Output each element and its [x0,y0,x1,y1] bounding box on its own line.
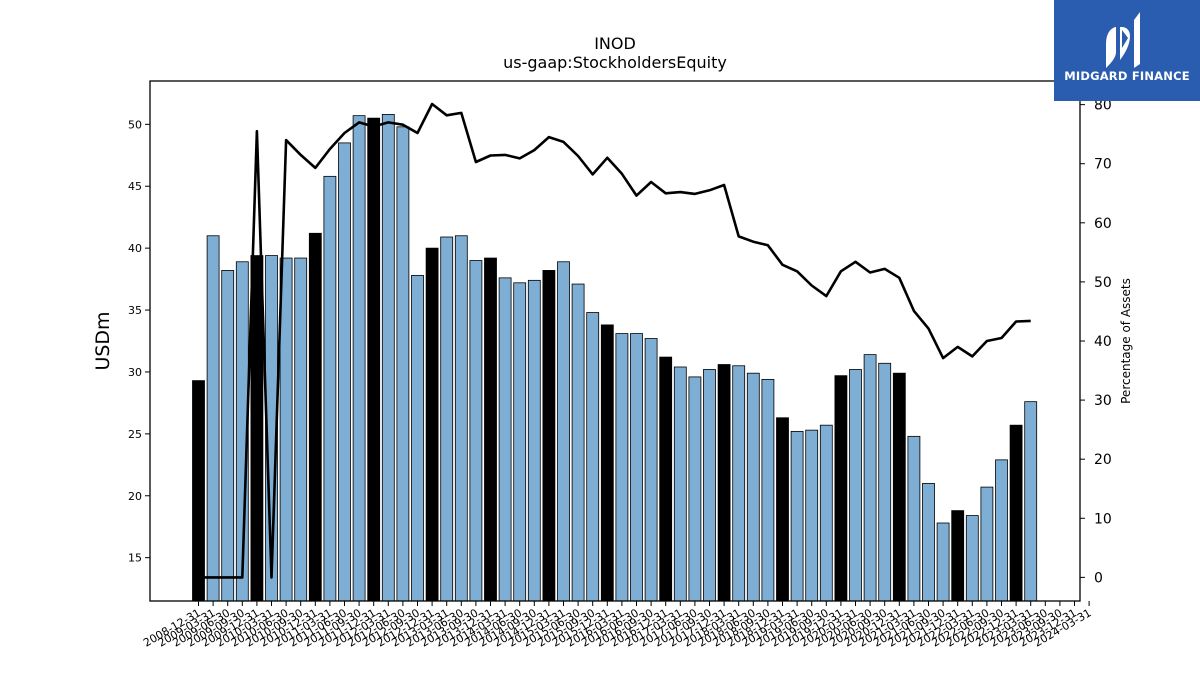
bar [352,115,366,602]
bar [995,459,1008,602]
bar [732,365,746,602]
bar [294,257,308,602]
y-tick-label: 50 [128,118,142,131]
y-tick-label: 30 [128,366,142,379]
bar [878,362,892,602]
y2-tick-label: 30 [1094,393,1112,409]
y-axis-label: USDm [92,311,114,370]
bar [644,338,658,602]
bar [600,324,614,602]
y-tick-label: 35 [128,304,142,317]
y2-tick-label: 60 [1094,216,1112,232]
bar [367,117,381,602]
bar [907,435,921,602]
y2-tick-label: 70 [1094,157,1112,173]
bar [206,235,220,602]
bar [192,380,205,602]
bar [936,522,950,602]
brand-logo: MIDGARD FINANCE [1054,0,1200,101]
brand-name: MIDGARD FINANCE [1064,69,1190,83]
chart-title: INOD [594,34,636,53]
bar [279,257,293,602]
bar [805,429,819,602]
axes-group: 1520253035404550010203040506070802008-12… [128,80,1112,650]
bar [381,114,395,602]
bar [951,510,965,602]
bar [980,486,994,602]
y2-tick-label: 80 [1094,98,1112,114]
bar [673,366,687,602]
bar [717,364,731,602]
bar [469,260,483,602]
bar [630,333,643,602]
midgard-logo-icon [1106,12,1140,68]
bar [484,257,497,602]
bar [454,235,468,602]
bar [411,274,424,602]
y2-tick-label: 40 [1094,334,1112,350]
bar [834,375,848,602]
bar [922,482,935,602]
bar [776,417,789,602]
bar [440,236,454,602]
y2-tick-label: 0 [1094,570,1103,586]
bar [965,515,979,602]
bar [498,277,512,602]
bar [790,430,804,602]
bar [1009,424,1023,602]
bar [221,270,235,602]
bar [761,378,775,602]
bar [513,282,527,602]
bar [323,175,337,602]
bar [396,126,410,602]
bar [892,372,906,602]
y2-tick-label: 50 [1094,275,1112,291]
bar [849,369,862,602]
bar [746,372,760,602]
y-tick-label: 25 [128,428,142,441]
y2-axis-label: Percentage of Assets [1119,278,1133,404]
bars-group [192,114,1038,602]
bar [250,255,264,602]
y-tick-label: 40 [128,242,142,255]
bar [338,142,351,602]
bar [586,312,600,602]
bar [703,369,716,602]
y-tick-label: 20 [128,490,142,503]
chart-subtitle: us-gaap:StockholdersEquity [503,53,727,72]
bar [542,270,556,602]
bar [863,354,877,602]
bar [425,247,439,602]
y2-tick-label: 20 [1094,452,1112,468]
bar [527,279,541,602]
percentage-line [198,102,1031,579]
line-group [198,102,1031,579]
bar [571,283,585,602]
bar [615,333,629,602]
bar [688,376,702,602]
bar [659,356,673,602]
y-tick-label: 45 [128,180,142,193]
y-tick-label: 15 [128,552,142,565]
bar [1024,401,1038,602]
bar [557,261,570,602]
bar [819,424,833,602]
y2-tick-label: 10 [1094,511,1112,527]
bar [308,232,322,602]
